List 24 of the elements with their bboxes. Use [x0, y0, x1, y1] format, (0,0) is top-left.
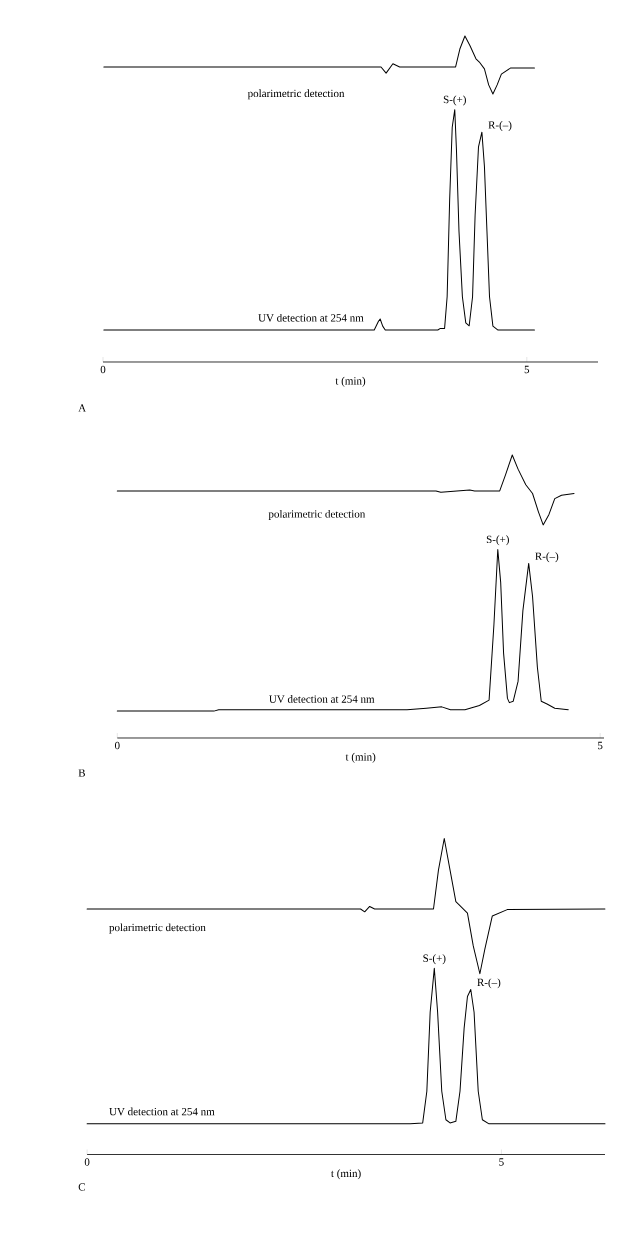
- x-tick-label: 5: [598, 741, 603, 750]
- x-tick-label: 0: [114, 741, 120, 750]
- x-axis-title: t (min): [335, 376, 366, 387]
- series-label: UV detection at 254 nm: [269, 695, 375, 703]
- annotation: R-(–): [477, 978, 501, 989]
- text: polarimetric detection: [247, 89, 345, 100]
- x-tick-label: 5: [499, 1158, 504, 1166]
- annotation: S-(+): [486, 535, 509, 546]
- x-axis-title: t (min): [331, 1169, 361, 1180]
- x-tick-label: 0: [100, 365, 106, 374]
- series-label: polarimetric detection: [109, 923, 206, 934]
- x-tick-label: 0: [84, 1158, 90, 1166]
- text: A: [78, 404, 87, 412]
- annotation: S-(+): [423, 954, 446, 965]
- annotation: R-(–): [488, 121, 512, 131]
- text: B: [78, 769, 85, 777]
- annotation: S-(+): [443, 95, 466, 106]
- series-label: polarimetric detection: [268, 509, 366, 520]
- text: C: [78, 1183, 85, 1191]
- x-tick-label: 5: [524, 365, 530, 374]
- annotation: R-(–): [535, 552, 559, 563]
- x-axis-title: t (min): [345, 752, 376, 763]
- series-label: UV detection at 254 nm: [109, 1107, 215, 1116]
- series-label: UV detection at 254 nm: [258, 313, 364, 322]
